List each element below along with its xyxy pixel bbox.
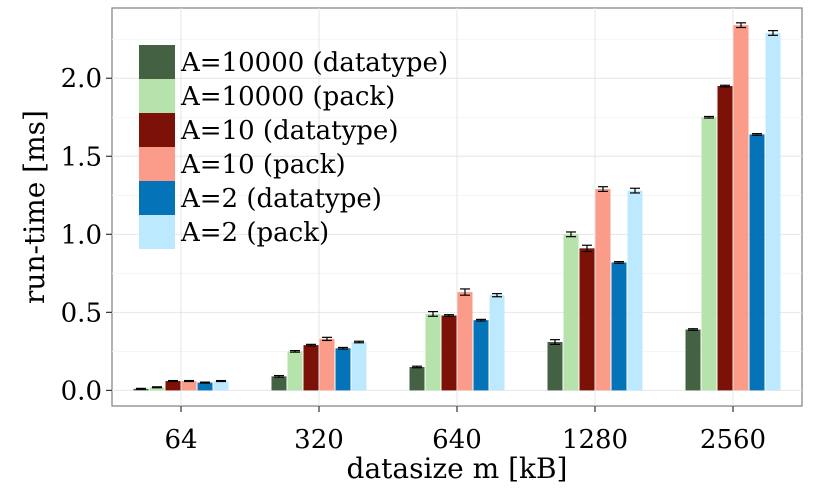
bar <box>579 248 595 391</box>
x-tick-label: 320 <box>294 425 344 455</box>
error-bar <box>736 22 746 29</box>
legend-label: A=10000 (datatype) <box>180 48 448 78</box>
bar <box>489 295 505 391</box>
legend-item: A=10000 (datatype) <box>139 45 448 79</box>
bar <box>287 351 303 391</box>
error-bar <box>598 186 608 192</box>
error-bar <box>152 386 162 389</box>
bar <box>473 320 489 391</box>
x-tick-label: 640 <box>432 425 482 455</box>
legend-item: A=10 (datatype) <box>139 113 398 147</box>
x-tick-label: 2560 <box>700 425 766 455</box>
legend-swatch <box>139 113 175 147</box>
legend-label: A=2 (datatype) <box>180 184 382 214</box>
y-tick-label: 0.5 <box>61 298 102 328</box>
error-bar <box>476 318 486 322</box>
bar <box>409 366 425 391</box>
legend-item: A=10 (pack) <box>139 147 346 181</box>
bar <box>611 262 627 391</box>
bar <box>595 189 611 391</box>
error-bar <box>136 387 146 390</box>
error-bar <box>704 115 714 119</box>
legend-label: A=2 (pack) <box>180 218 329 248</box>
bar <box>335 348 351 391</box>
legend-label: A=10 (datatype) <box>180 116 398 146</box>
error-bar <box>168 379 178 383</box>
bar <box>351 342 367 391</box>
legend-swatch <box>139 181 175 215</box>
legend-label: A=10 (pack) <box>180 150 346 180</box>
x-tick-label: 1280 <box>562 425 628 455</box>
bar <box>765 32 781 391</box>
bar <box>563 234 579 391</box>
legend-item: A=10000 (pack) <box>139 79 395 113</box>
legend-swatch <box>139 45 175 79</box>
bar <box>197 382 213 391</box>
error-bar <box>200 381 210 384</box>
error-bar <box>412 365 422 369</box>
y-tick-label: 2.0 <box>61 64 102 94</box>
axes: 0.0 0.5 1.0 1.5 2.0 64 320 640 1280 2560 <box>61 64 766 455</box>
error-bar <box>614 261 624 264</box>
bars <box>133 22 781 391</box>
error-bar <box>306 343 316 347</box>
error-bar <box>274 374 284 378</box>
error-bar <box>322 336 332 342</box>
error-bar <box>566 231 576 238</box>
error-bar <box>630 187 640 194</box>
bar <box>319 338 335 391</box>
error-bar <box>582 244 592 253</box>
bar <box>181 381 197 391</box>
error-bar <box>460 288 470 296</box>
y-tick-label: 0.0 <box>61 376 102 406</box>
bar <box>441 315 457 391</box>
bar <box>701 117 717 391</box>
bar <box>685 329 701 391</box>
y-axis-title: run-time [ms] <box>18 110 51 304</box>
error-bar <box>290 349 300 353</box>
x-axis-title: datasize m [kB] <box>347 452 568 485</box>
bar <box>303 345 319 391</box>
legend-swatch <box>139 79 175 113</box>
x-tick-label: 64 <box>164 425 197 455</box>
bar <box>149 387 165 391</box>
bar <box>733 25 749 391</box>
legend-item: A=2 (datatype) <box>139 181 382 215</box>
bar <box>627 190 643 391</box>
bar <box>425 313 441 391</box>
bar <box>547 342 563 391</box>
legend: A=10000 (datatype) A=10000 (pack) A=10 (da… <box>139 45 448 249</box>
error-bar <box>550 339 560 345</box>
error-bar <box>720 84 730 88</box>
y-tick-label: 1.5 <box>61 142 102 172</box>
error-bar <box>492 293 502 298</box>
error-bar <box>444 314 454 317</box>
error-bar <box>184 379 194 383</box>
bar <box>457 292 473 391</box>
legend-item: A=2 (pack) <box>139 215 329 249</box>
error-bar <box>768 30 778 36</box>
error-bar <box>752 133 762 136</box>
error-bar <box>354 340 364 344</box>
error-bar <box>428 310 438 317</box>
legend-swatch <box>139 147 175 181</box>
bar <box>213 381 229 391</box>
y-tick-label: 1.0 <box>61 220 102 250</box>
error-bar <box>216 379 226 383</box>
legend-swatch <box>139 215 175 249</box>
bar <box>717 86 733 391</box>
bar <box>271 376 287 391</box>
error-bar <box>338 346 348 350</box>
bar <box>165 381 181 391</box>
legend-label: A=10000 (pack) <box>180 82 395 112</box>
error-bar <box>688 328 698 331</box>
bar <box>749 134 765 391</box>
